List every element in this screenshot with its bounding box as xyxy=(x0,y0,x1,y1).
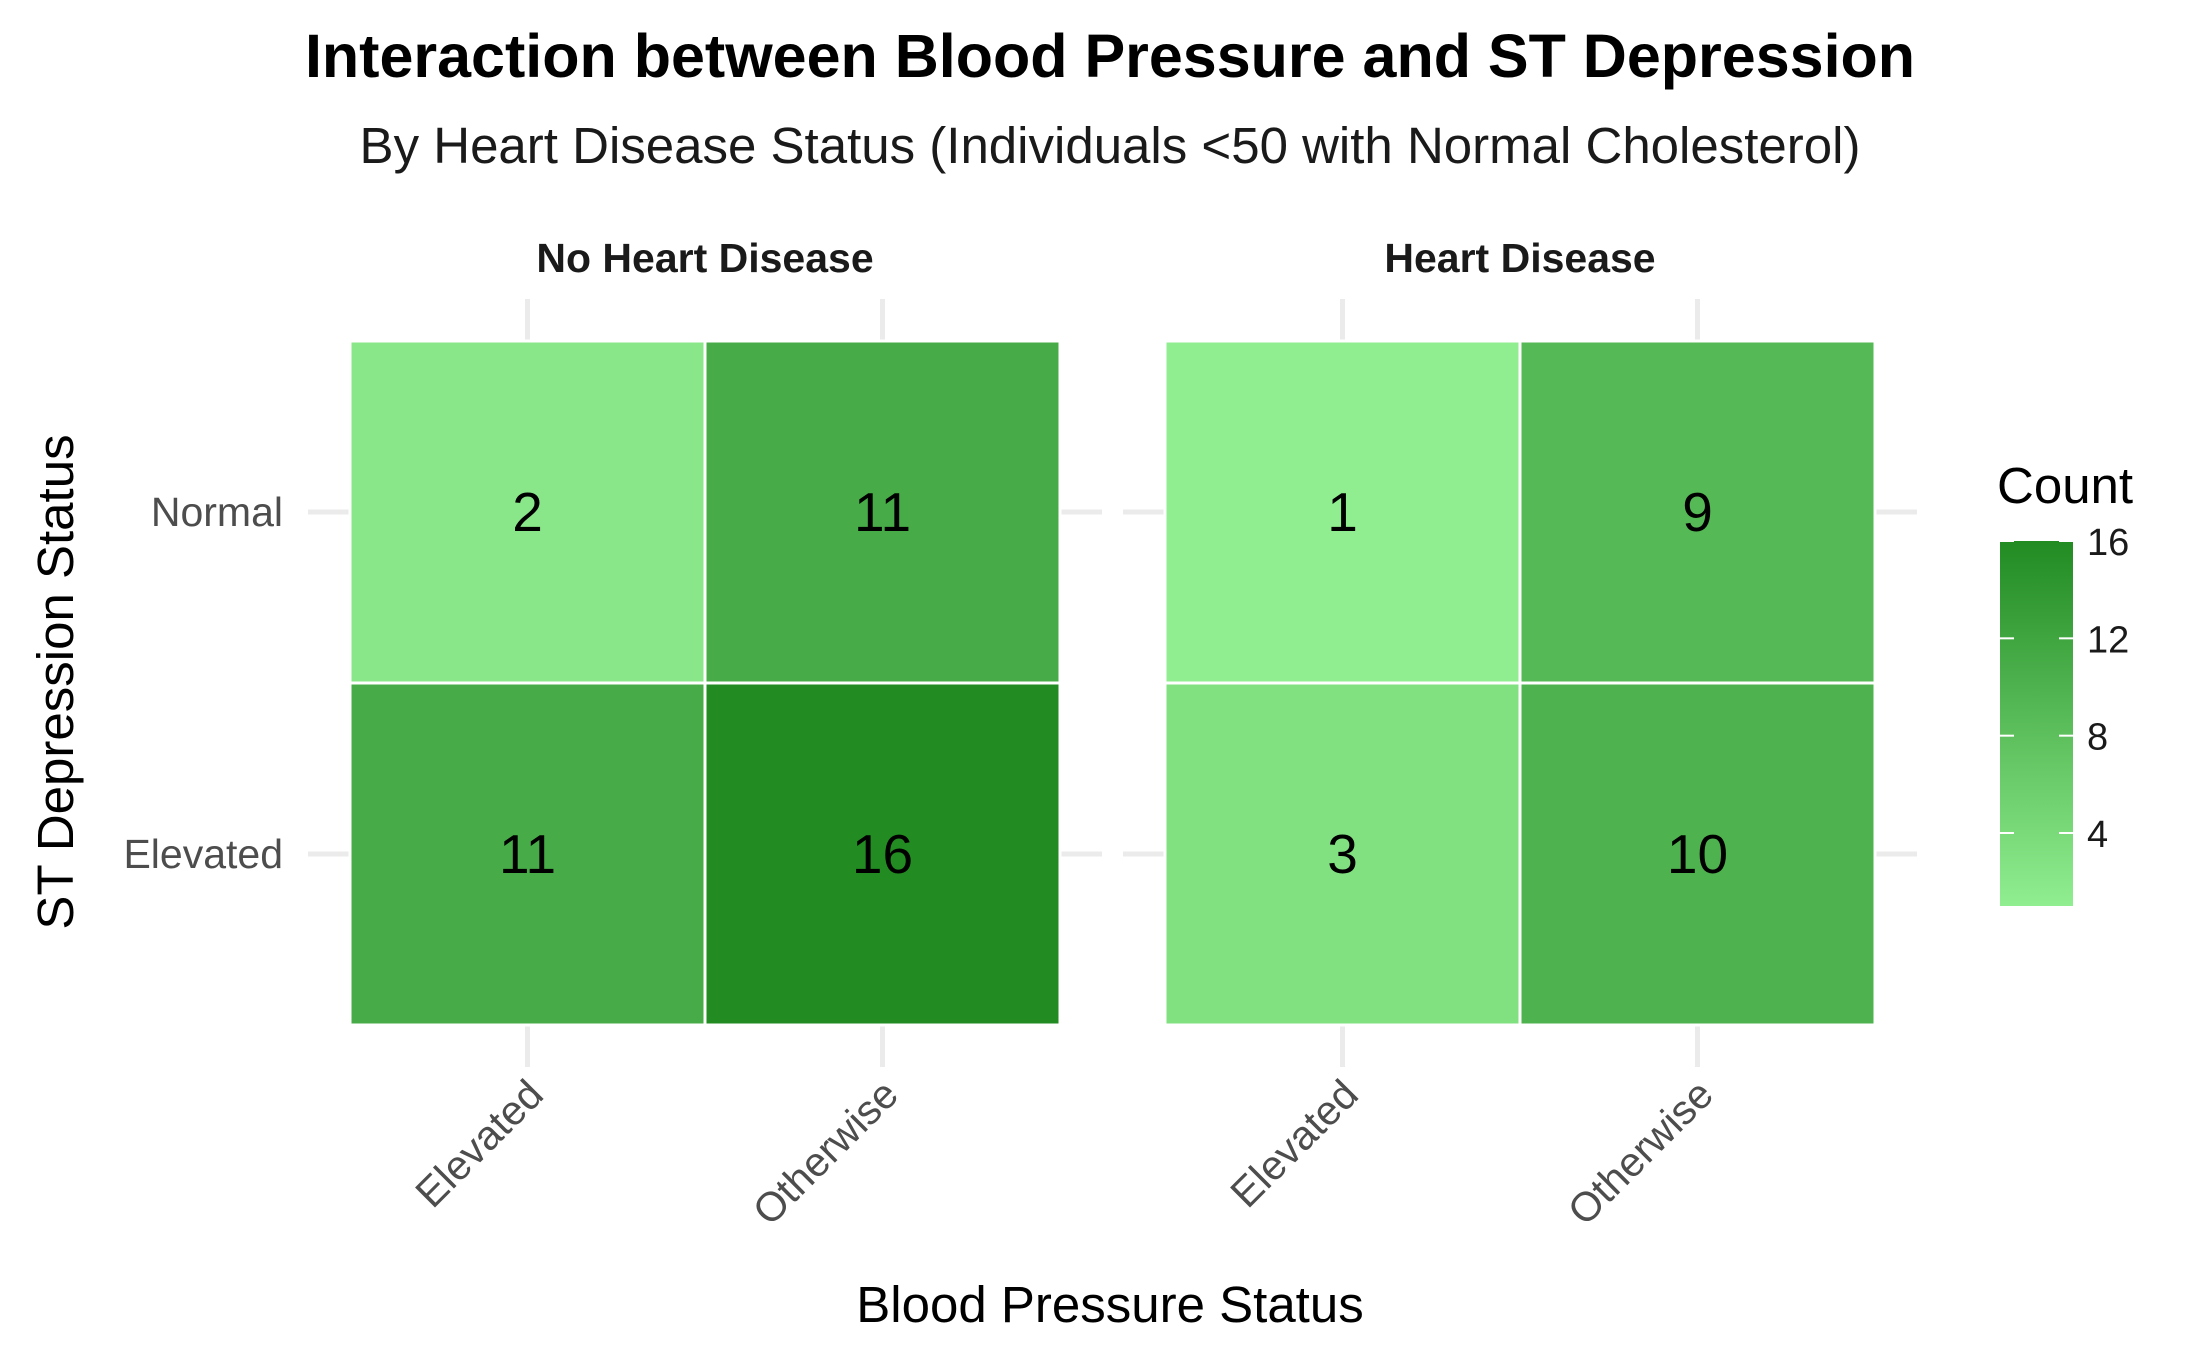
x-tick-label: Otherwise xyxy=(744,1071,907,1234)
facet-panel: Heart Disease 1 9 3 10 Elevated Otherwise xyxy=(1123,235,1917,1234)
legend-tick-label: 12 xyxy=(2087,619,2129,661)
cell-value-label: 16 xyxy=(852,823,913,885)
y-axis-ticks: Normal Elevated xyxy=(123,489,283,877)
heatmap-cell xyxy=(1518,339,1877,685)
cell-value-label: 3 xyxy=(1327,823,1358,885)
chart-subtitle: By Heart Disease Status (Individuals <50… xyxy=(360,117,1861,174)
legend-tick-label: 8 xyxy=(2087,717,2108,759)
x-axis-title: Blood Pressure Status xyxy=(856,1276,1363,1333)
legend-tick-label: 4 xyxy=(2087,814,2108,856)
facet-panels: No Heart Disease 2 11 11 16 Elevated Otherwise… xyxy=(123,235,1917,1234)
legend-tick-label: 16 xyxy=(2087,522,2129,564)
x-tick-label: Elevated xyxy=(407,1071,552,1216)
heatmap-cell xyxy=(348,681,707,1027)
heatmap-cell xyxy=(703,681,1062,1027)
chart-title: Interaction between Blood Pressure and S… xyxy=(305,22,1915,90)
cell-value-label: 9 xyxy=(1682,481,1713,543)
legend-colorbar xyxy=(2000,541,2073,906)
facet-label: Heart Disease xyxy=(1384,235,1655,281)
heatmap-cell xyxy=(1518,681,1877,1027)
cell-value-label: 11 xyxy=(499,823,556,885)
y-tick-label: Elevated xyxy=(123,831,283,877)
y-tick-label: Normal xyxy=(151,489,283,535)
cell-value-label: 1 xyxy=(1327,481,1358,543)
legend-ticks: 4 8 12 16 xyxy=(2000,522,2129,856)
cell-value-label: 2 xyxy=(512,481,543,543)
facet-panel: No Heart Disease 2 11 11 16 Elevated Otherwise xyxy=(308,235,1102,1234)
heatmap-cell xyxy=(1163,681,1522,1027)
cell-value-label: 10 xyxy=(1667,823,1728,885)
heatmap-cell xyxy=(348,339,707,685)
color-legend: Count 4 8 12 16 xyxy=(1997,457,2133,906)
cell-value-label: 11 xyxy=(854,481,911,543)
x-tick-label: Elevated xyxy=(1222,1071,1367,1216)
facet-label: No Heart Disease xyxy=(536,235,873,281)
x-tick-label: Otherwise xyxy=(1559,1071,1722,1234)
legend-title: Count xyxy=(1997,457,2133,514)
y-axis-title: ST Depression Status xyxy=(27,434,84,929)
